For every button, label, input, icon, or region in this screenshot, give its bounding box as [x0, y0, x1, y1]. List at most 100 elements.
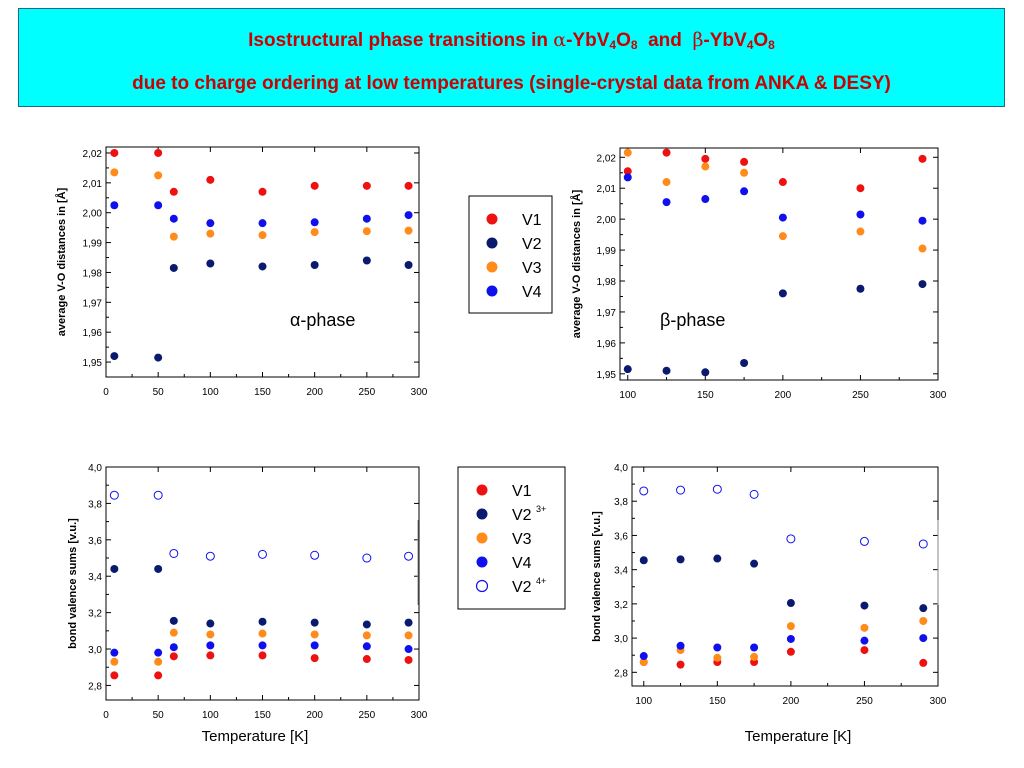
data-point-v1	[404, 181, 413, 190]
data-point-v2	[362, 620, 371, 629]
data-point-v1	[778, 178, 787, 187]
data-point-v4	[623, 173, 632, 182]
data-point-v2-4plus	[205, 551, 215, 561]
data-point-v4	[750, 643, 759, 652]
legend-bottom: V1 V2 3+ V3 V4 V2 4+	[457, 466, 566, 610]
data-point-v2-4plus	[639, 486, 649, 496]
data-point-v2	[750, 559, 759, 568]
data-point-v1	[110, 671, 119, 680]
y-tick-label: 3,6	[614, 531, 628, 542]
data-point-v3	[110, 168, 119, 177]
data-point-v2	[856, 284, 865, 293]
data-point-v1	[169, 652, 178, 661]
data-point-v4	[639, 652, 648, 661]
data-point-v4	[404, 211, 413, 220]
data-point-v1	[919, 658, 928, 667]
data-point-v4	[860, 636, 869, 645]
slide-title-line-2: due to charge ordering at low temperatur…	[132, 73, 891, 94]
x-tick-label: 150	[254, 710, 271, 721]
y-tick-label: 3,4	[614, 566, 628, 577]
data-point-v1	[206, 175, 215, 184]
beta-symbol: β	[692, 29, 704, 51]
data-point-v2	[701, 368, 710, 377]
y-tick-label: 1,95	[597, 370, 617, 381]
data-point-v4	[110, 201, 119, 210]
data-point-v2	[639, 556, 648, 565]
data-point-v4	[258, 641, 267, 650]
data-point-v4	[918, 216, 927, 225]
y-tick-label: 3,8	[88, 499, 102, 510]
legend-marker-v2-4plus	[475, 579, 489, 593]
data-point-v3	[169, 232, 178, 241]
data-point-v2-4plus	[918, 539, 928, 549]
data-point-v3	[110, 657, 119, 666]
data-point-v2-4plus	[404, 551, 414, 561]
title-text: Isostructural phase transitions in	[248, 30, 554, 51]
data-point-v3	[740, 168, 749, 177]
y-tick-label: 1,95	[83, 358, 103, 369]
data-point-v3	[918, 244, 927, 253]
data-point-v4	[362, 214, 371, 223]
x-axis-label: Temperature [K]	[745, 728, 852, 745]
legend-marker-v3	[476, 532, 488, 544]
x-tick-label: 100	[202, 387, 219, 398]
legend-label-v3: V3	[522, 260, 542, 277]
legend-bottom-frame	[457, 466, 566, 610]
data-point-v4	[701, 195, 710, 204]
y-tick-label: 2,00	[597, 215, 617, 226]
y-tick-label: 4,0	[88, 463, 102, 474]
data-point-v1	[662, 148, 671, 157]
legend-label-v4: V4	[522, 284, 542, 301]
y-tick-label: 3,6	[88, 536, 102, 547]
x-tick-label: 300	[411, 387, 428, 398]
data-point-v3	[154, 171, 163, 180]
y-tick-label: 2,01	[597, 184, 617, 195]
data-point-v2-4plus	[258, 549, 267, 559]
data-point-v2	[154, 353, 163, 362]
y-tick-label: 2,02	[83, 149, 103, 160]
data-point-v4	[110, 648, 119, 657]
y-tick-label: 1,97	[83, 298, 103, 309]
data-point-v1	[740, 157, 749, 166]
data-point-v2-4plus	[109, 490, 119, 500]
data-point-v3	[310, 228, 319, 237]
y-tick-label: 2,02	[597, 153, 617, 164]
data-point-v2-4plus	[749, 489, 759, 499]
alpha-symbol: α	[553, 29, 567, 51]
data-point-v4	[310, 218, 319, 227]
legend-top: V1 V2 V3 V4	[468, 195, 553, 314]
x-tick-label: 0	[103, 710, 109, 721]
x-axis-label: Temperature [K]	[202, 728, 309, 745]
chart-3: 0 50 100 150 200 250 300 2,8 3,0 3,2 3,4 3,6 3,8 4,0 b…	[67, 463, 428, 745]
y-tick-label: 1,99	[597, 246, 617, 257]
data-point-v2-4plus	[712, 484, 722, 494]
x-tick-label: 300	[411, 710, 428, 721]
title-text: O	[753, 30, 769, 51]
data-point-v4	[856, 210, 865, 219]
data-point-v4	[778, 213, 787, 222]
title-banner: Isostructural phase transitions in α-YbV…	[18, 8, 1005, 107]
data-point-v3	[662, 178, 671, 187]
y-tick-label: 3,0	[88, 645, 102, 656]
data-point-v4	[310, 641, 319, 650]
data-point-v2	[404, 618, 413, 627]
y-tick-label: 1,96	[83, 328, 103, 339]
title-text: O	[616, 30, 631, 51]
legend-label-v1: V1	[522, 212, 542, 229]
data-point-v4	[404, 645, 413, 654]
x-tick-label: 200	[783, 696, 800, 707]
subscript: 4	[609, 38, 617, 52]
data-point-v3	[258, 629, 267, 638]
data-point-v3	[786, 622, 795, 631]
data-point-v4	[362, 642, 371, 651]
x-tick-label: 300	[930, 696, 947, 707]
x-tick-label: 200	[775, 390, 792, 401]
plot-frame	[105, 466, 420, 701]
data-point-v2-4plus	[676, 485, 686, 495]
data-point-v2	[918, 280, 927, 289]
plot-frame	[105, 146, 420, 378]
data-point-v1	[362, 655, 371, 664]
data-point-v3	[404, 631, 413, 640]
subscript: 4	[746, 38, 754, 52]
